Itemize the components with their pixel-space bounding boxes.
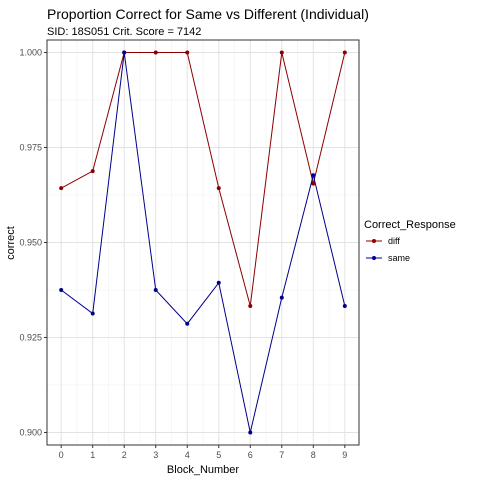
- data-point-diff: [311, 181, 316, 186]
- chart-subtitle: SID: 18S051 Crit. Score = 7142: [47, 26, 201, 38]
- data-point-same: [216, 280, 221, 285]
- data-point-diff: [216, 186, 221, 191]
- data-point-diff: [90, 169, 95, 174]
- data-point-diff: [59, 186, 64, 191]
- x-axis-label: Block_Number: [167, 464, 239, 476]
- legend-key-point: [372, 256, 376, 260]
- x-tick-label: 1: [90, 450, 95, 460]
- chart-title: Proportion Correct for Same vs Different…: [47, 6, 369, 22]
- gridlines: [47, 40, 359, 445]
- plot-area: [46, 39, 360, 446]
- x-tick-label: 4: [185, 450, 190, 460]
- data-point-diff: [279, 50, 284, 55]
- legend-title: Correct_Response: [364, 219, 456, 231]
- x-axis: 0 1 2 3 4 5 6 7 8 9: [59, 445, 347, 460]
- x-tick-label: 0: [59, 450, 64, 460]
- y-tick-label: 0.900: [19, 427, 42, 437]
- data-point-same: [342, 303, 347, 308]
- x-tick-label: 2: [122, 450, 127, 460]
- x-tick-label: 8: [311, 450, 316, 460]
- data-point-diff: [342, 50, 347, 55]
- data-point-diff: [248, 303, 253, 308]
- data-point-same: [90, 311, 95, 316]
- y-tick-label: 0.975: [19, 143, 42, 153]
- series-line-same: [60, 52, 346, 433]
- x-tick-label: 3: [153, 450, 158, 460]
- legend-item-same: same: [366, 253, 410, 263]
- y-axis-label: correct: [5, 226, 17, 260]
- data-point-same: [311, 173, 316, 178]
- x-tick-label: 6: [248, 450, 253, 460]
- data-point-same: [248, 430, 253, 435]
- legend-label: same: [388, 253, 410, 263]
- data-point-same: [185, 321, 190, 326]
- legend-key-point: [372, 239, 376, 243]
- series-diff: [59, 50, 347, 308]
- data-point-same: [59, 287, 64, 292]
- data-point-same: [122, 50, 127, 55]
- x-tick-label: 9: [342, 450, 347, 460]
- legend-item-diff: diff: [366, 236, 400, 246]
- data-point-diff: [185, 50, 190, 55]
- y-tick-label: 1.000: [19, 48, 42, 58]
- series-line-diff: [60, 52, 346, 307]
- y-tick-label: 0.925: [19, 332, 42, 342]
- y-tick-label: 0.950: [19, 238, 42, 248]
- data-point-same: [153, 287, 158, 292]
- x-tick-label: 5: [216, 450, 221, 460]
- series-layer: [59, 50, 347, 435]
- y-axis: 0.900 0.925 0.950 0.975 1.000: [19, 48, 47, 437]
- legend-label: diff: [388, 236, 400, 246]
- legend-items: diff same: [366, 236, 410, 263]
- legend: Correct_Response diff same: [364, 219, 456, 263]
- series-same: [59, 50, 347, 435]
- x-tick-label: 7: [279, 450, 284, 460]
- data-point-same: [279, 295, 284, 300]
- data-point-diff: [153, 50, 158, 55]
